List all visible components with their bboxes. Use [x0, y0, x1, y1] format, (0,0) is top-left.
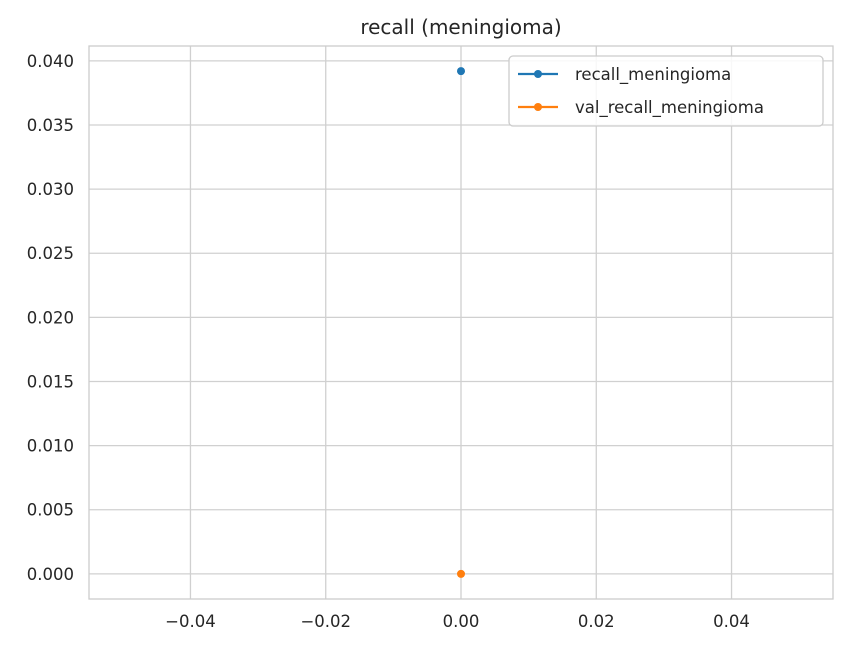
legend-marker	[534, 103, 542, 111]
y-tick-label: 0.035	[27, 116, 74, 135]
x-tick-label: 0.00	[443, 612, 480, 631]
y-tick-label: 0.015	[27, 372, 74, 391]
x-tick-label: −0.04	[165, 612, 216, 631]
legend-label: val_recall_meningioma	[575, 98, 764, 118]
x-tick-label: −0.02	[300, 612, 351, 631]
chart-title: recall (meningioma)	[360, 15, 561, 39]
data-point	[457, 67, 465, 76]
plot-frame	[88, 45, 834, 600]
plot-area: −0.04 −0.02 0.00 0.02 0.04 0.000 0.005 0.010 0.0…	[27, 45, 834, 631]
x-tick-label: 0.04	[713, 612, 750, 631]
y-tick-label: 0.030	[27, 180, 74, 199]
y-tick-label: 0.010	[27, 437, 74, 456]
data-point	[457, 569, 465, 578]
y-tick-label: 0.040	[27, 52, 74, 71]
y-tick-label: 0.025	[27, 244, 74, 263]
y-tick-label: 0.000	[27, 565, 74, 584]
legend-box	[508, 55, 824, 127]
y-tick-label: 0.020	[27, 308, 74, 327]
y-tick-label: 0.005	[27, 501, 74, 520]
legend-marker	[534, 70, 542, 78]
legend: recall_meningioma val_recall_meningioma	[508, 55, 824, 127]
legend-label: recall_meningioma	[575, 65, 731, 85]
x-tick-label: 0.02	[578, 612, 615, 631]
